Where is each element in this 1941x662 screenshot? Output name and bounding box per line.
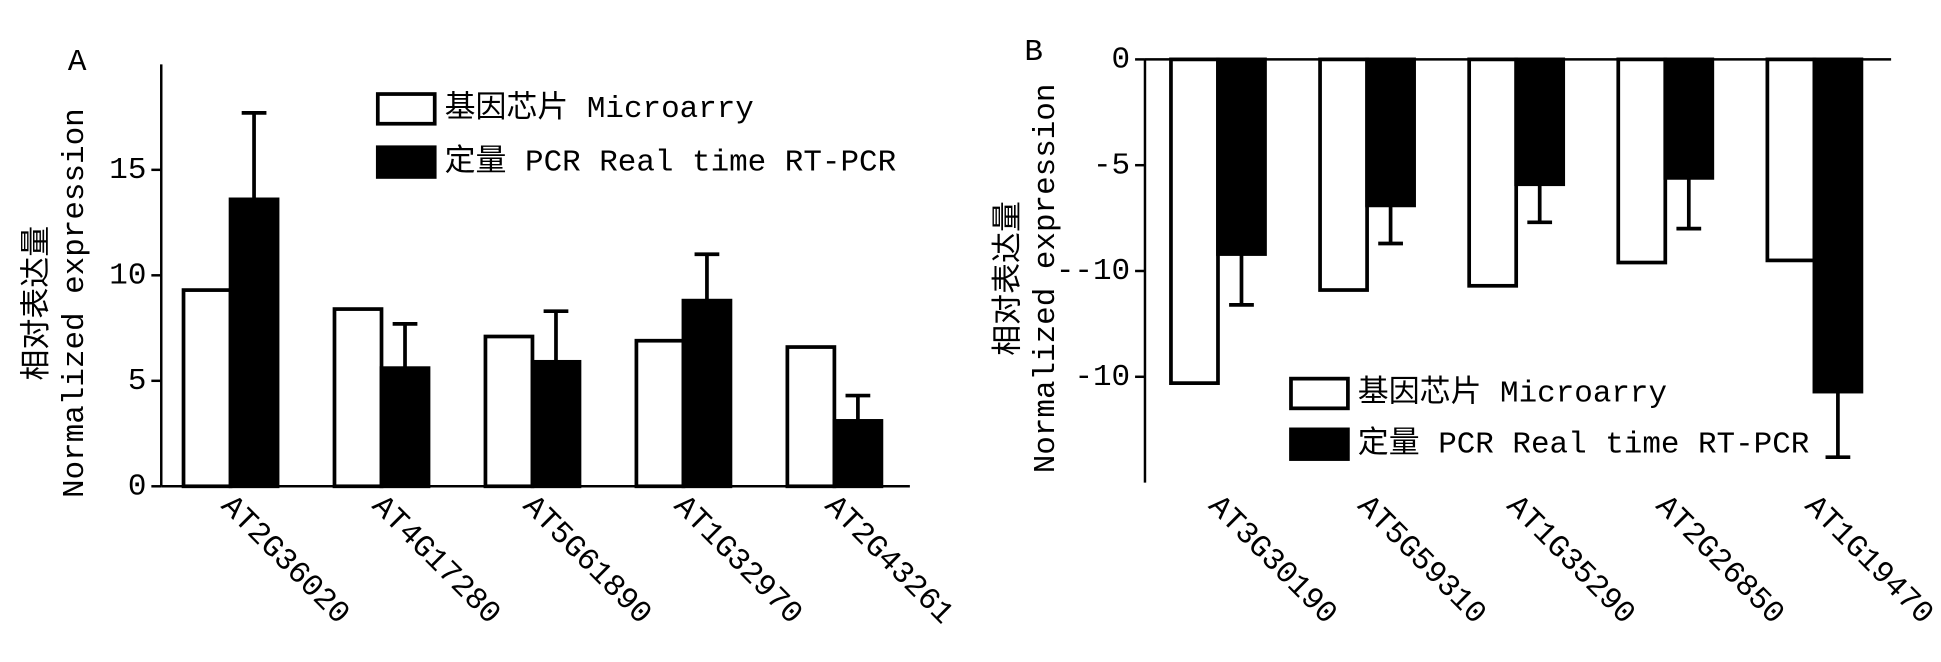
bar xyxy=(681,298,733,489)
y-tick-label: 0 xyxy=(1112,43,1131,78)
bar xyxy=(1616,57,1668,265)
legend-label: 定量 PCR Real time RT-PCR xyxy=(1358,425,1810,462)
bar xyxy=(332,307,384,489)
legend-swatch xyxy=(1289,427,1350,461)
legend-label: 基因芯片 Microarry xyxy=(1358,375,1667,412)
bar xyxy=(1663,57,1715,180)
panel-label: A xyxy=(68,45,87,80)
bar xyxy=(483,334,535,489)
x-tick-label: AT3G30190 xyxy=(1200,489,1343,632)
x-tick-label: AT2G26850 xyxy=(1648,489,1791,632)
bar xyxy=(1514,57,1566,187)
x-tick-label: AT4G17280 xyxy=(364,489,507,632)
bar xyxy=(1216,57,1267,256)
bar xyxy=(1467,57,1519,288)
x-tick-label: AT5G61890 xyxy=(515,489,658,632)
x-tick-label: AT1G32970 xyxy=(666,489,809,632)
panel-label: B xyxy=(1024,35,1043,70)
bar xyxy=(1812,57,1864,394)
y-tick-label: 0 xyxy=(128,469,147,504)
y-tick-label: 15 xyxy=(109,153,146,188)
bar xyxy=(1365,57,1416,208)
bar xyxy=(1318,57,1369,292)
y-axis-label: Normalized expression xyxy=(1029,84,1064,474)
bar xyxy=(181,288,233,489)
legend-label: 基因芯片 Microarry xyxy=(445,90,754,127)
legend-label: 定量 PCR Real time RT-PCR xyxy=(445,143,897,180)
y-tick-label: --10 xyxy=(1056,254,1130,289)
bar xyxy=(1765,57,1817,263)
y-axis-label: Normalized expression xyxy=(58,108,93,498)
legend-swatch xyxy=(375,92,437,126)
x-tick-label: AT1G35290 xyxy=(1499,489,1642,632)
x-tick-label: AT2G43261 xyxy=(817,489,960,632)
bar xyxy=(1169,57,1220,385)
y-tick-label: -10 xyxy=(1074,360,1130,395)
bar xyxy=(228,197,280,489)
bar xyxy=(785,345,837,489)
y-axis-label: 相对表达量 xyxy=(18,226,54,381)
bar xyxy=(832,419,884,489)
bar xyxy=(634,338,686,489)
x-tick-label: AT2G36020 xyxy=(213,489,356,632)
y-tick-label: 10 xyxy=(109,258,146,293)
y-tick-label: -5 xyxy=(1093,148,1130,183)
bar xyxy=(530,359,582,489)
y-tick-label: 5 xyxy=(128,364,147,399)
x-tick-label: AT1G19470 xyxy=(1797,489,1940,632)
y-axis-label: 相对表达量 xyxy=(989,201,1025,356)
bar xyxy=(379,366,431,489)
legend-swatch xyxy=(1289,376,1350,411)
x-tick-label: AT5G59310 xyxy=(1350,489,1493,632)
legend-swatch xyxy=(375,145,437,179)
